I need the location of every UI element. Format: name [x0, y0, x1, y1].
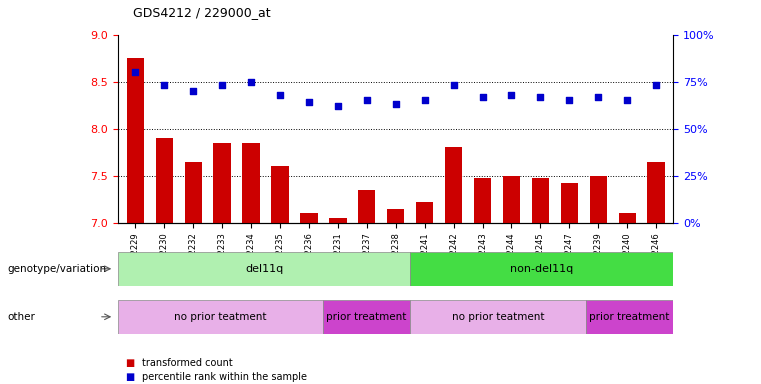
Point	[303, 99, 315, 105]
Bar	[330, 218, 346, 223]
Bar	[619, 214, 636, 223]
Point	[476, 94, 489, 100]
Point	[390, 101, 402, 107]
Bar	[590, 176, 607, 223]
Point	[447, 82, 460, 88]
Point	[534, 94, 546, 100]
Text: prior treatment: prior treatment	[326, 312, 406, 322]
Point	[332, 103, 344, 109]
Bar	[586, 300, 673, 334]
Point	[650, 82, 662, 88]
Bar	[532, 177, 549, 223]
Bar	[648, 162, 665, 223]
Bar	[503, 176, 520, 223]
Point	[563, 98, 575, 104]
Point	[129, 69, 142, 75]
Bar	[410, 252, 673, 286]
Point	[245, 79, 257, 85]
Point	[187, 88, 199, 94]
Point	[419, 98, 431, 104]
Point	[361, 98, 373, 104]
Bar	[126, 58, 144, 223]
Bar	[155, 138, 173, 223]
Bar	[118, 252, 410, 286]
Text: del11q: del11q	[245, 264, 283, 274]
Point	[216, 82, 228, 88]
Bar	[387, 209, 404, 223]
Text: ■: ■	[126, 358, 135, 368]
Text: non-del11q: non-del11q	[511, 264, 574, 274]
Bar	[410, 300, 586, 334]
Point	[505, 92, 517, 98]
Text: transformed count: transformed count	[142, 358, 233, 368]
Bar	[561, 183, 578, 223]
Bar	[358, 190, 375, 223]
Bar	[272, 166, 288, 223]
Text: no prior teatment: no prior teatment	[452, 312, 544, 322]
Text: percentile rank within the sample: percentile rank within the sample	[142, 372, 307, 382]
Bar	[242, 143, 260, 223]
Point	[592, 94, 604, 100]
Bar	[416, 202, 433, 223]
Text: other: other	[8, 312, 36, 322]
Text: GDS4212 / 229000_at: GDS4212 / 229000_at	[133, 6, 271, 19]
Bar	[213, 143, 231, 223]
Text: genotype/variation: genotype/variation	[8, 264, 107, 274]
Bar	[118, 300, 323, 334]
Text: prior treatment: prior treatment	[590, 312, 670, 322]
Text: ■: ■	[126, 372, 135, 382]
Bar	[301, 214, 317, 223]
Point	[621, 98, 633, 104]
Bar	[184, 162, 202, 223]
Point	[158, 82, 170, 88]
Point	[274, 92, 286, 98]
Bar	[323, 300, 410, 334]
Text: no prior teatment: no prior teatment	[174, 312, 266, 322]
Bar	[445, 147, 462, 223]
Bar	[474, 177, 491, 223]
